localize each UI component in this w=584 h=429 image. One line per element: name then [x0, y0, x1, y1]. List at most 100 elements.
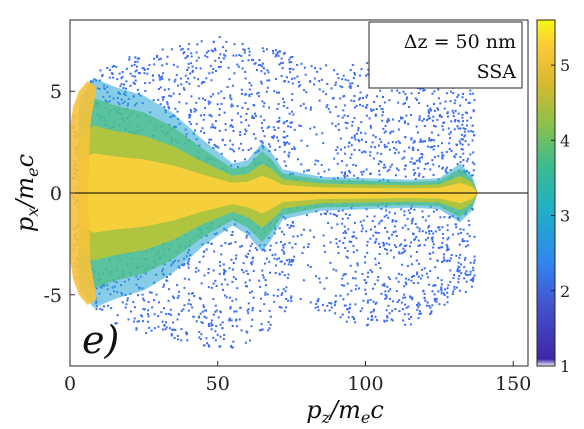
scatter-point — [426, 301, 429, 304]
scatter-point — [251, 242, 254, 245]
scatter-point — [421, 216, 424, 219]
scatter-point — [471, 139, 474, 142]
scatter-point — [343, 225, 346, 228]
scatter-point — [158, 58, 161, 61]
scatter-point — [288, 258, 291, 261]
scatter-point — [330, 302, 333, 305]
scatter-point — [134, 79, 137, 82]
scatter-point — [369, 124, 372, 127]
scatter-point — [317, 298, 320, 301]
scatter-point — [456, 268, 459, 271]
scatter-point — [456, 163, 459, 166]
scatter-point — [269, 315, 272, 318]
scatter-point — [159, 86, 162, 89]
scatter-point — [263, 72, 266, 75]
scatter-point — [282, 122, 285, 125]
scatter-point — [306, 245, 309, 248]
scatter-point — [405, 283, 408, 286]
scatter-point — [403, 210, 406, 213]
scatter-point — [241, 59, 244, 62]
scatter-point — [323, 212, 326, 215]
scatter-point — [150, 291, 153, 294]
scatter-point — [165, 279, 168, 282]
scatter-point — [293, 77, 296, 80]
scatter-point — [172, 297, 175, 300]
scatter-point — [423, 167, 426, 170]
scatter-point — [243, 133, 246, 136]
scatter-point — [388, 99, 391, 102]
scatter-point — [367, 271, 370, 274]
scatter-point — [404, 136, 407, 139]
scatter-point — [197, 78, 200, 81]
scatter-point — [290, 263, 293, 266]
scatter-point — [253, 112, 256, 115]
scatter-point — [276, 51, 279, 54]
scatter-point — [167, 299, 170, 302]
scatter-point — [136, 60, 139, 63]
scatter-point — [365, 74, 368, 77]
scatter-point — [341, 217, 344, 220]
scatter-point — [426, 272, 429, 275]
scatter-point — [176, 334, 179, 337]
scatter-point — [232, 150, 235, 153]
scatter-point — [428, 137, 431, 140]
scatter-point — [418, 174, 421, 177]
scatter-point — [210, 328, 213, 331]
scatter-point — [212, 282, 215, 285]
scatter-point — [288, 67, 291, 70]
scatter-point — [268, 143, 271, 146]
scatter-point — [395, 167, 398, 170]
scatter-point — [463, 130, 466, 133]
scatter-point — [184, 74, 187, 77]
scatter-point — [248, 279, 251, 282]
scatter-point — [290, 224, 293, 227]
scatter-point — [357, 84, 360, 87]
scatter-point — [245, 119, 248, 122]
scatter-point — [210, 242, 213, 245]
scatter-point — [299, 104, 302, 107]
scatter-point — [174, 329, 177, 332]
scatter-point — [461, 120, 464, 123]
scatter-point — [257, 91, 260, 94]
scatter-point — [366, 62, 369, 65]
scatter-point — [386, 120, 389, 123]
scatter-point — [182, 308, 185, 311]
scatter-point — [212, 40, 215, 43]
scatter-point — [195, 51, 198, 54]
scatter-point — [325, 93, 328, 96]
scatter-point — [195, 320, 198, 323]
scatter-point — [319, 281, 322, 284]
scatter-point — [461, 113, 464, 116]
scatter-point — [379, 89, 382, 92]
scatter-point — [365, 114, 368, 117]
scatter-point — [455, 226, 458, 229]
scatter-point — [355, 237, 358, 240]
scatter-point — [98, 79, 101, 82]
scatter-point — [429, 146, 432, 149]
scatter-point — [235, 310, 238, 313]
scatter-point — [283, 80, 286, 83]
scatter-point — [369, 228, 372, 231]
scatter-point — [202, 304, 205, 307]
scatter-point — [352, 277, 355, 280]
scatter-point — [281, 270, 284, 273]
scatter-point — [218, 272, 221, 275]
scatter-point — [385, 294, 388, 297]
scatter-point — [240, 92, 243, 95]
scatter-point — [459, 142, 462, 145]
scatter-point — [285, 259, 288, 262]
scatter-point — [193, 107, 196, 110]
scatter-point — [416, 226, 419, 229]
scatter-point — [287, 154, 290, 157]
scatter-point — [214, 304, 217, 307]
scatter-point — [197, 56, 200, 59]
scatter-point — [403, 150, 406, 153]
scatter-point — [415, 304, 418, 307]
scatter-point — [289, 67, 292, 70]
scatter-point — [130, 310, 133, 313]
scatter-point — [266, 69, 269, 72]
scatter-point — [227, 66, 230, 69]
scatter-point — [238, 147, 241, 150]
scatter-point — [292, 113, 295, 116]
scatter-point — [182, 264, 185, 267]
